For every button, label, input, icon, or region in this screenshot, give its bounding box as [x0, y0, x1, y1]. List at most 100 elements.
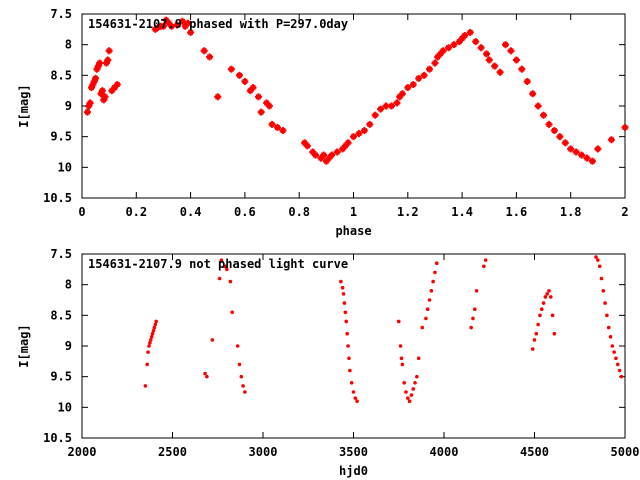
- lightcurve-data-point: [474, 289, 479, 293]
- phased-data-point: [420, 71, 428, 79]
- phased-data-point: [206, 53, 214, 61]
- phased-data-point: [426, 65, 434, 73]
- lightcurve-data-point: [228, 279, 233, 284]
- phased-data-point: [458, 35, 466, 43]
- lightcurve-data-point: [243, 390, 247, 394]
- phased-data-point: [241, 77, 249, 85]
- lightcurve-data-point: [150, 331, 155, 336]
- phased-data-point: [268, 120, 276, 128]
- phased-data-point: [491, 62, 499, 70]
- phased-y-axis-label: I[mag]: [17, 84, 31, 127]
- phased-y-ticks: 7.5 8 8.5 9 9.5 10 10.5: [43, 7, 625, 205]
- phased-data-point: [483, 50, 491, 58]
- lightcurve-data-point: [550, 313, 555, 318]
- phased-data-point: [439, 47, 447, 55]
- lightcurve-x-tick-label: 2500: [158, 445, 187, 459]
- lightcurve-data-point: [411, 387, 416, 391]
- lightcurve-data-point: [612, 350, 616, 354]
- phased-data-point: [534, 102, 542, 110]
- phased-data-point: [173, 21, 181, 29]
- phased-data-point: [339, 145, 347, 153]
- phased-data-point: [101, 93, 109, 101]
- phased-data-point: [434, 53, 442, 61]
- lightcurve-data-point: [617, 368, 622, 373]
- lightcurve-data-point: [424, 316, 428, 321]
- lightcurve-data-point: [469, 325, 473, 330]
- phased-data-point: [102, 59, 110, 67]
- lightcurve-x-tick-label: 4000: [430, 445, 459, 459]
- phased-x-tick-label: 0.4: [180, 205, 202, 219]
- lightcurve-data-point: [398, 344, 403, 348]
- phased-y-tick-label: 9.5: [50, 130, 72, 144]
- phased-x-tick-label: 1.2: [397, 205, 419, 219]
- lightcurve-data-point: [355, 399, 359, 404]
- phased-data-point: [96, 59, 104, 67]
- lightcurve-data-point: [340, 285, 345, 290]
- phased-y-tick-label: 10: [58, 160, 72, 174]
- lightcurve-y-tick-label: 9.5: [50, 370, 72, 384]
- lightcurve-panel: 7.5 8 8.5 9 9.5 10 10.5 2000 2500 3000 3500 4000 45…: [17, 247, 639, 478]
- lightcurve-data-point: [541, 301, 546, 305]
- lightcurve-data-point: [606, 325, 611, 330]
- phased-data-point: [89, 81, 97, 89]
- phased-data-point: [415, 74, 423, 82]
- phased-data-point: [200, 47, 208, 55]
- lightcurve-data-point: [532, 338, 537, 342]
- phased-data-point: [398, 90, 406, 98]
- lightcurve-data-point: [547, 289, 551, 293]
- phased-data-point: [325, 154, 333, 162]
- lightcurve-x-tick-label: 3000: [249, 445, 278, 459]
- lightcurve-y-tick-label: 8.5: [50, 308, 72, 322]
- lightcurve-data-point: [230, 310, 235, 315]
- phased-data-point: [461, 31, 469, 39]
- phased-data-point: [317, 154, 325, 162]
- phased-data-point: [187, 28, 195, 36]
- phased-data-point: [178, 17, 186, 25]
- lightcurve-data-point: [205, 374, 209, 379]
- lightcurve-data-point: [615, 362, 620, 367]
- lightcurve-data-point: [342, 301, 347, 305]
- phased-data-point: [455, 38, 463, 46]
- lightcurve-data-point: [406, 396, 410, 400]
- phased-data-points: [83, 16, 629, 165]
- phased-data-point: [85, 102, 93, 110]
- lightcurve-data-point: [241, 384, 245, 388]
- phased-data-point: [578, 151, 586, 159]
- lightcurve-data-point: [407, 399, 412, 404]
- lightcurve-data-point: [344, 319, 349, 324]
- phased-data-point: [350, 133, 357, 141]
- phased-data-point: [333, 148, 341, 156]
- phased-data-point: [113, 81, 121, 89]
- phased-x-tick-label: 1.8: [560, 205, 582, 219]
- lightcurve-data-point: [413, 381, 417, 385]
- phased-data-point: [472, 38, 480, 46]
- phased-data-point: [92, 74, 100, 82]
- lightcurve-data-point: [482, 264, 486, 269]
- lightcurve-data-point: [225, 267, 229, 272]
- lightcurve-data-point: [217, 276, 222, 281]
- lightcurve-data-point: [619, 374, 624, 379]
- lightcurve-data-point: [610, 344, 615, 348]
- lightcurve-y-tick-label: 7.5: [50, 247, 72, 261]
- phased-data-point: [214, 93, 222, 101]
- phased-data-point: [83, 108, 91, 116]
- lightcurve-data-point: [349, 381, 354, 385]
- phased-data-point: [311, 151, 319, 159]
- phased-data-point: [254, 93, 262, 101]
- lightcurve-y-axis-label: I[mag]: [17, 324, 31, 367]
- phased-data-point: [396, 93, 404, 101]
- lightcurve-data-point: [404, 390, 408, 394]
- lightcurve-data-point: [210, 338, 215, 342]
- lightcurve-data-point: [601, 289, 606, 293]
- lightcurve-data-point: [237, 362, 242, 367]
- lightcurve-data-point: [603, 301, 607, 305]
- lightcurve-data-point: [353, 396, 358, 400]
- phased-data-point: [93, 65, 101, 73]
- phased-data-point: [607, 136, 615, 144]
- lightcurve-x-axis-label: hjd0: [339, 464, 368, 478]
- phased-data-point: [588, 157, 596, 165]
- phased-x-axis-label: phase: [335, 224, 371, 238]
- phased-data-point: [257, 108, 265, 116]
- lightcurve-data-point: [399, 356, 404, 361]
- phased-data-point: [168, 22, 176, 30]
